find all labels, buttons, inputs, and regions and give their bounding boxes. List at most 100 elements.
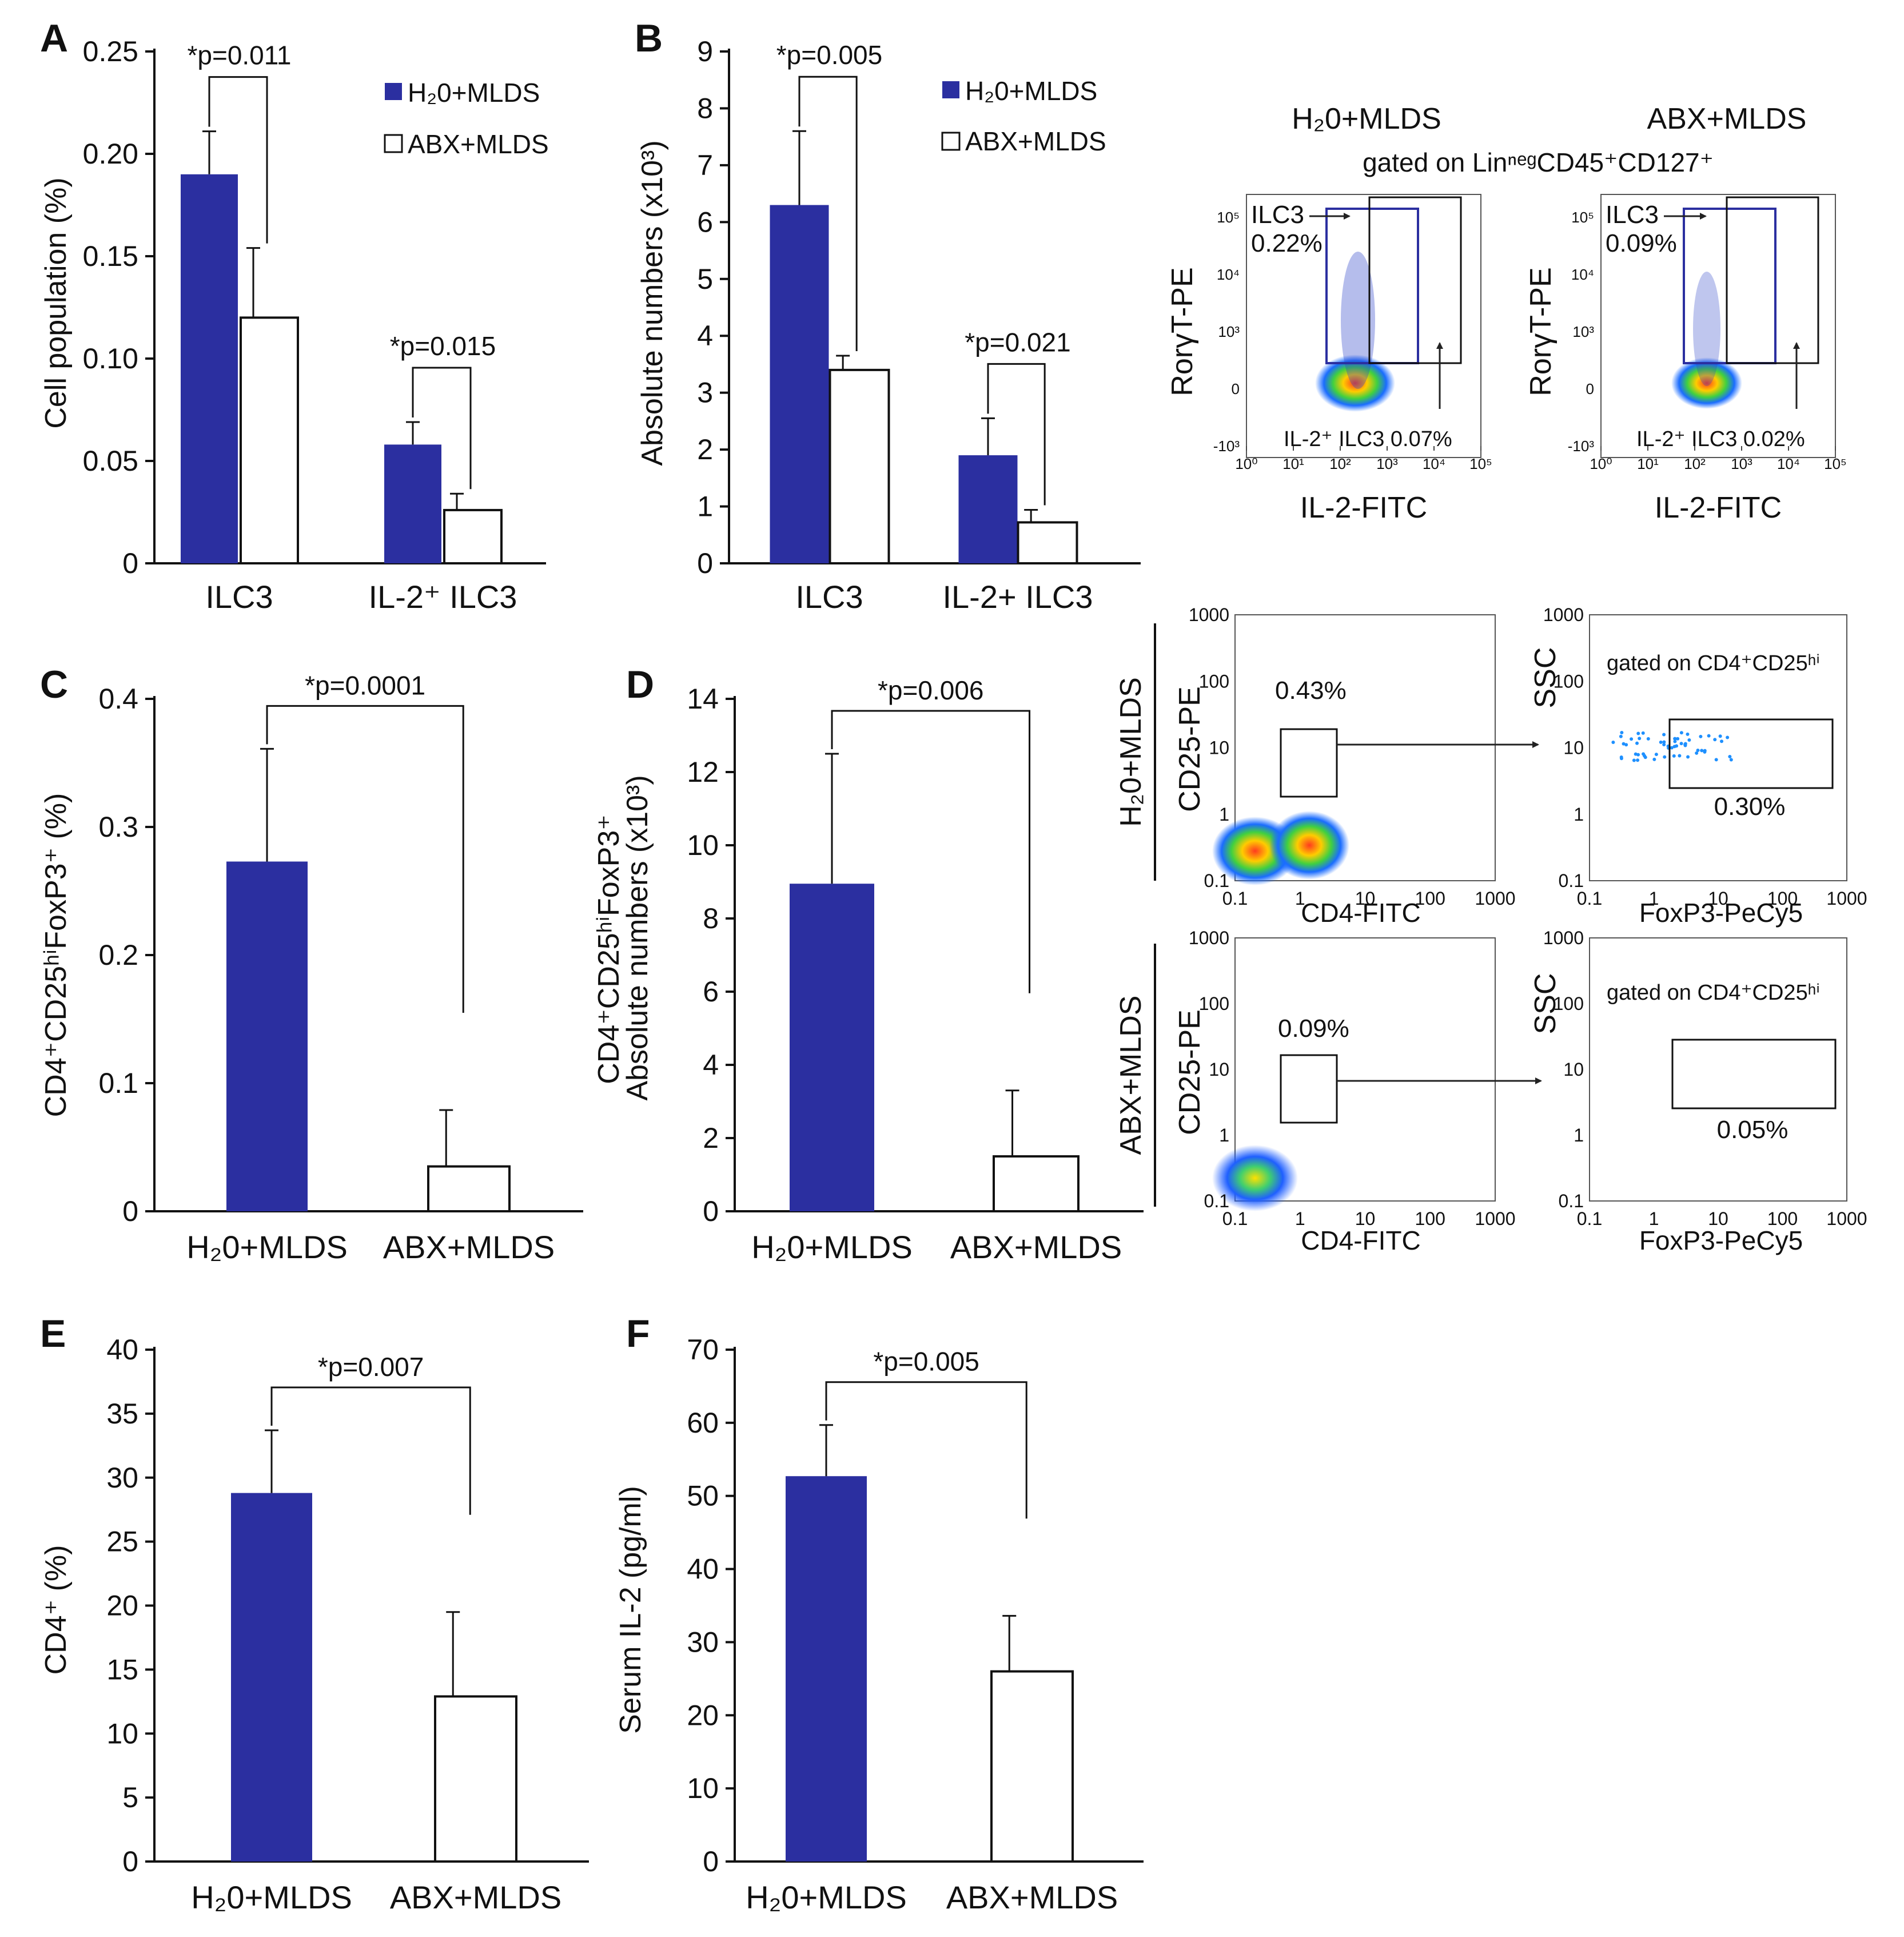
event-dot <box>1636 753 1640 757</box>
panel-label-f: F <box>626 1312 650 1355</box>
significance-label: *p=0.005 <box>873 1347 979 1377</box>
flow-xlabel: IL-2-FITC <box>1655 491 1782 524</box>
y-tick-label: 6 <box>703 976 719 1008</box>
x-category-label: ILC3 <box>205 579 273 615</box>
cell-population <box>1671 357 1742 409</box>
flow-ylabel: CD25-PE <box>1173 1009 1206 1135</box>
x-tick-label: 0.1 <box>1577 888 1602 909</box>
event-dot <box>1662 740 1666 744</box>
y-tick-label: 0.10 <box>83 343 138 375</box>
x-tick-label: 10 <box>1355 1208 1376 1229</box>
legend-a-filled-label: H₂0+MLDS <box>408 78 540 108</box>
y-tick-label: 8 <box>697 92 713 124</box>
event-dot <box>1699 734 1703 738</box>
event-dot <box>1611 740 1615 744</box>
y-tick-label: 1000 <box>1543 604 1584 625</box>
event-dot <box>1636 758 1640 762</box>
y-tick-label: 6 <box>697 206 713 238</box>
flow-ilc3: H₂0+MLDS ABX+MLDS gated on LinⁿᵉᵍCD45⁺CD… <box>1166 102 1847 524</box>
y-tick-label: 12 <box>687 756 719 788</box>
gate-il2 <box>1368 196 1462 364</box>
bar-abx <box>1017 521 1078 565</box>
event-dot <box>1636 731 1640 735</box>
cell-population <box>1212 1145 1298 1211</box>
flow-plot-ilc3-h2o: ILC3 0.22% IL-2⁺ ILC3 0.07% RorγT-PE IL-… <box>1166 194 1492 524</box>
y-tick-label: 0.1 <box>98 1067 138 1099</box>
panel-d-ylabel-2: Absolute numbers (x10³) <box>621 775 654 1100</box>
event-dot <box>1707 734 1711 738</box>
x-category-label: ABX+MLDS <box>950 1229 1122 1265</box>
y-tick-label: -10³ <box>1213 437 1240 455</box>
event-dot <box>1686 755 1690 759</box>
bar-h2o <box>226 861 308 1211</box>
event-dot <box>1630 737 1634 741</box>
y-axis-label: Serum IL-2 (pg/ml) <box>614 1486 647 1733</box>
event-dot <box>1676 737 1680 741</box>
y-tick-label: 30 <box>687 1626 719 1658</box>
x-tick-label: 10¹ <box>1282 455 1304 472</box>
y-tick-label: 40 <box>106 1334 138 1366</box>
y-tick-label: 100 <box>1199 993 1229 1014</box>
ilc3-label: ILC3 <box>1251 201 1304 229</box>
y-tick-label: 10 <box>106 1717 138 1749</box>
event-dot <box>1718 734 1722 738</box>
event-dot <box>1642 754 1646 758</box>
y-tick-label: 0.20 <box>83 138 138 170</box>
significance-bracket <box>266 705 464 1013</box>
y-tick-label: 10 <box>1209 738 1229 758</box>
event-dot <box>1695 751 1699 755</box>
legend-a-open-label: ABX+MLDS <box>408 129 549 159</box>
x-tick-label: 10¹ <box>1637 455 1659 472</box>
panel-c-chart: 0 0.1 0.2 0.3 0.4 CD4⁺CD25ʰⁱFoxP3⁺ (%) H₂0+MLD… <box>39 670 583 1265</box>
x-tick-label: 10³ <box>1731 455 1752 472</box>
y-tick-label: 0 <box>122 547 138 579</box>
event-dot <box>1662 742 1666 746</box>
plot-frame <box>1246 194 1481 458</box>
significance-label: *p=0.021 <box>965 327 1070 357</box>
y-tick-label: 0 <box>703 1195 719 1227</box>
cell-population <box>1269 811 1349 880</box>
event-dot <box>1622 742 1626 746</box>
event-dot <box>1714 758 1718 762</box>
event-dot <box>1646 737 1650 741</box>
event-dot <box>1619 757 1623 761</box>
x-tick-label: 10 <box>1355 888 1376 909</box>
y-tick-label: 0 <box>697 547 713 579</box>
event-dot <box>1632 758 1636 762</box>
flow-ylabel: CD25-PE <box>1173 686 1206 812</box>
x-tick-label: 1 <box>1649 1208 1659 1229</box>
panel-d-chart: 0 2 4 6 8 10 12 14 CD4⁺CD25ʰⁱFoxP3⁺ H₂0+MLDS ABX+M… <box>592 675 1144 1265</box>
y-tick-label: 0 <box>703 1845 719 1878</box>
plot-frame <box>1589 937 1847 1202</box>
x-category-label: ABX+MLDS <box>390 1879 561 1915</box>
flow-ticks: 10⁰ 10¹ 10² 10³ 10⁴ 10⁵ 10⁵ 10⁴ 10³ 0 -10³ <box>1213 209 1492 472</box>
y-tick-label: 20 <box>106 1590 138 1622</box>
x-category-label: H₂0+MLDS <box>186 1229 348 1265</box>
y-tick-label: 10⁵ <box>1571 209 1594 226</box>
gating-label: gated on CD4⁺CD25ʰⁱ <box>1607 651 1820 675</box>
y-tick-label: 0.4 <box>98 683 138 715</box>
x-tick-label: 10⁵ <box>1469 455 1492 472</box>
x-tick-label: 10⁰ <box>1235 455 1257 472</box>
y-tick-label: 1 <box>1219 804 1229 825</box>
y-tick-label: -10³ <box>1568 437 1595 455</box>
event-dot <box>1662 733 1666 737</box>
y-tick-label: 10⁴ <box>1571 266 1594 283</box>
x-tick-label: 0.1 <box>1577 1208 1602 1229</box>
x-tick-label: 1 <box>1295 1208 1305 1229</box>
bar-h2o <box>790 884 874 1211</box>
event-dot <box>1675 744 1679 748</box>
event-dot <box>1673 737 1677 741</box>
gate-foxp3 <box>1668 718 1834 789</box>
x-tick-label: 10⁵ <box>1824 455 1847 472</box>
x-category-label: ABX+MLDS <box>946 1879 1118 1915</box>
y-tick-label: 5 <box>122 1781 138 1813</box>
y-tick-label: 0.1 <box>1559 1191 1584 1211</box>
x-tick-label: 10² <box>1684 455 1706 472</box>
x-tick-label: 100 <box>1415 888 1445 909</box>
y-tick-label: 10⁵ <box>1217 209 1240 226</box>
y-tick-label: 10 <box>1563 1059 1584 1080</box>
event-dot <box>1641 731 1645 735</box>
y-tick-label: 1 <box>1219 1125 1229 1146</box>
gate-il2 <box>1726 196 1819 364</box>
